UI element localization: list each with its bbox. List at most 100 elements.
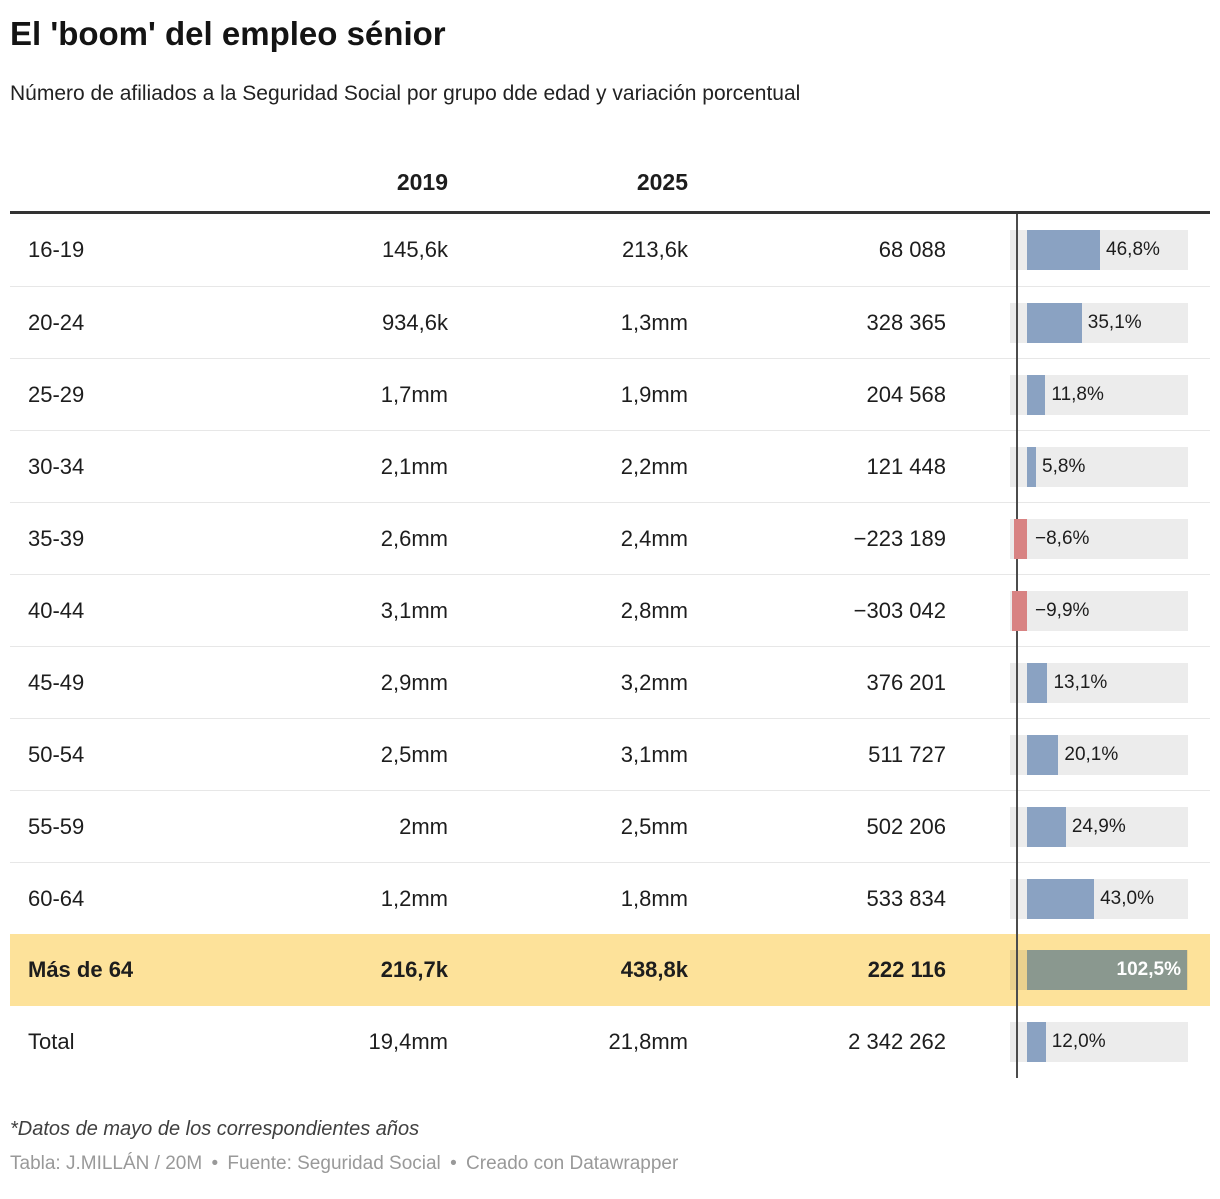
value-2019-cell: 2,9mm (380, 669, 448, 695)
positive-bar (1027, 302, 1082, 343)
bar-cell: 102,5% (948, 934, 1210, 1006)
value-2025-cell: 21,8mm (608, 1029, 688, 1054)
difference-cell: 376 201 (866, 669, 946, 695)
age-group-cell: 55-59 (28, 813, 85, 839)
bar-value-label: 102,5% (1116, 959, 1181, 980)
difference-cell: 204 568 (866, 381, 946, 407)
value-2025-cell: 2,4mm (620, 525, 688, 551)
difference-cell: −303 042 (853, 597, 946, 623)
bar-value-label: 13,1% (1053, 671, 1108, 693)
bar-cell: 24,9% (948, 791, 1210, 862)
age-group-cell: 45-49 (28, 669, 85, 695)
age-group-cell: Total (28, 1029, 75, 1054)
difference-cell: 121 448 (866, 453, 946, 479)
table-row-highlight: Más de 64 216,7k 438,8k 222 116 102,5% (10, 934, 1210, 1006)
value-2025-cell: 2,8mm (620, 597, 688, 623)
header-2025: 2025 (636, 169, 688, 195)
value-2019-cell: 3,1mm (380, 597, 448, 623)
table-row: Total 19,4mm 21,8mm 2 342 262 12,0% (10, 1006, 1210, 1078)
value-2025-cell: 438,8k (620, 957, 688, 982)
value-2025-cell: 213,6k (621, 237, 688, 262)
age-group-cell: Más de 64 (28, 957, 134, 982)
bar-value-label: 46,8% (1106, 239, 1160, 260)
bar-value-label: −8,6% (1035, 527, 1090, 549)
difference-cell: 68 088 (878, 237, 946, 262)
bar-cell: 12,0% (948, 1006, 1210, 1078)
byline-separator: • (211, 1153, 219, 1174)
negative-bar (1011, 590, 1027, 631)
bar-value-label: 5,8% (1042, 455, 1086, 477)
value-2025-cell: 1,3mm (620, 309, 688, 335)
bar-value-label: 43,0% (1100, 887, 1154, 909)
bar-track: 102,5% (1010, 950, 1188, 990)
byline-source: Fuente: Seguridad Social (227, 1153, 441, 1174)
bar-cell: 20,1% (948, 719, 1210, 790)
positive-bar (1027, 374, 1046, 415)
table-header-row: 2019 2025 (10, 142, 1210, 214)
value-2019-cell: 19,4mm (368, 1029, 448, 1054)
negative-bar (1013, 518, 1027, 559)
bar-cell: −9,9% (948, 575, 1210, 646)
value-2019-cell: 2,6mm (380, 525, 448, 551)
bar-value-label: 11,8% (1051, 383, 1104, 405)
table-row: 30-34 2,1mm 2,2mm 121 448 5,8% (10, 430, 1210, 502)
age-group-cell: 35-39 (28, 525, 85, 551)
byline-created-with: Creado con Datawrapper (466, 1153, 679, 1174)
value-2025-cell: 3,2mm (620, 669, 688, 695)
value-2019-cell: 1,7mm (380, 381, 448, 407)
bar-value-label: 20,1% (1064, 743, 1119, 765)
value-2019-cell: 1,2mm (380, 885, 448, 911)
positive-bar (1027, 734, 1059, 775)
value-2019-cell: 2,5mm (380, 741, 448, 767)
bar-track: 13,1% (1010, 662, 1188, 703)
bar-cell: 13,1% (948, 647, 1210, 718)
positive-bar (1027, 806, 1066, 847)
age-group-cell: 20-24 (28, 309, 85, 335)
positive-bar (1027, 662, 1048, 703)
age-group-cell: 30-34 (28, 453, 85, 479)
value-2019-cell: 2mm (399, 813, 448, 839)
bar-track: −9,9% (1010, 590, 1188, 631)
age-group-cell: 60-64 (28, 885, 85, 911)
bar-cell: 11,8% (948, 359, 1210, 430)
bar-cell: 43,0% (948, 863, 1210, 934)
byline: Tabla: J.MILLÁN / 20M • Fuente: Segurida… (10, 1153, 1210, 1175)
table-row: 25-29 1,7mm 1,9mm 204 568 11,8% (10, 358, 1210, 430)
value-2019-cell: 216,7k (380, 957, 448, 982)
value-2025-cell: 1,8mm (620, 885, 688, 911)
difference-cell: 222 116 (867, 957, 946, 982)
zero-axis-line (1016, 214, 1018, 1078)
bar-track: 46,8% (1010, 230, 1188, 270)
footnote: *Datos de mayo de los correspondientes a… (10, 1118, 420, 1140)
bar-cell: 5,8% (948, 431, 1210, 502)
difference-cell: 533 834 (866, 885, 946, 911)
table-row: 35-39 2,6mm 2,4mm −223 189 −8,6% (10, 502, 1210, 574)
age-group-cell: 50-54 (28, 741, 85, 767)
table-row: 55-59 2mm 2,5mm 502 206 24,9% (10, 790, 1210, 862)
age-group-cell: 16-19 (28, 237, 85, 262)
bar-cell: 35,1% (948, 287, 1210, 358)
positive-bar (1027, 878, 1095, 919)
byline-table-credit: Tabla: J.MILLÁN / 20M (10, 1153, 203, 1174)
positive-bar (1027, 1022, 1046, 1062)
value-2019-cell: 2,1mm (380, 453, 448, 479)
difference-cell: 502 206 (866, 813, 946, 839)
bar-track: 20,1% (1010, 734, 1188, 775)
table-row: 50-54 2,5mm 3,1mm 511 727 20,1% (10, 718, 1210, 790)
value-2025-cell: 2,5mm (620, 813, 688, 839)
difference-cell: 2 342 262 (848, 1029, 946, 1054)
value-2019-cell: 934,6k (381, 309, 448, 335)
chart-container: El 'boom' del empleo sénior Número de af… (0, 14, 1220, 1175)
value-2019-cell: 145,6k (381, 237, 448, 262)
age-group-cell: 25-29 (28, 381, 85, 407)
bar-track: 24,9% (1010, 806, 1188, 847)
chart-subtitle: Número de afiliados a la Seguridad Socia… (10, 82, 801, 105)
header-2019: 2019 (396, 169, 448, 195)
table-row: 60-64 1,2mm 1,8mm 533 834 43,0% (10, 862, 1210, 934)
table-row: 40-44 3,1mm 2,8mm −303 042 −9,9% (10, 574, 1210, 646)
difference-cell: 511 727 (868, 741, 946, 767)
bar-track: 12,0% (1010, 1022, 1188, 1062)
bar-track: 35,1% (1010, 302, 1188, 343)
value-2025-cell: 2,2mm (620, 453, 688, 479)
positive-bar (1027, 230, 1101, 270)
